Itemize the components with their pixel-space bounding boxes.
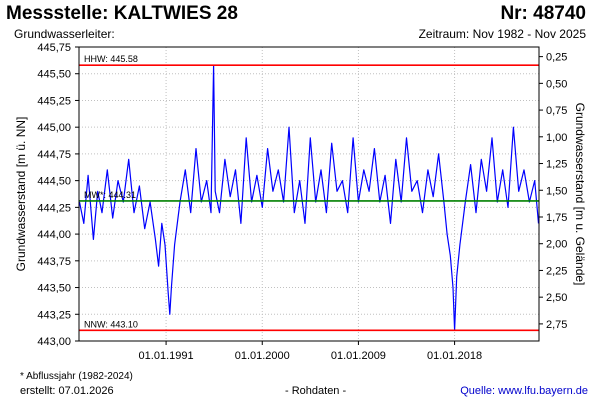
- period-label: Zeitraum: Nov 1982 - Nov 2025: [418, 27, 586, 41]
- created-date: erstellt: 07.01.2026: [20, 385, 114, 397]
- y-tick-label: 445,50: [37, 69, 71, 81]
- reference-line-label: HHW: 445.58: [84, 54, 138, 64]
- y-tick-label: 443,00: [37, 336, 71, 348]
- y2-tick-label: 2,50: [546, 292, 567, 304]
- station-title: Messstelle: KALTWIES 28: [6, 3, 238, 24]
- reference-line-label: MW*: 444.31: [84, 190, 136, 200]
- y-tick-label: 444,00: [37, 229, 71, 241]
- source-link[interactable]: Quelle: www.lfu.bayern.de: [460, 385, 588, 397]
- y-tick-label: 444,75: [37, 149, 71, 161]
- y-tick-label: 445,75: [37, 42, 71, 54]
- y2-tick-label: 1,00: [546, 132, 567, 144]
- y-axis-title: Grundwasserstand [m ü. NN]: [14, 117, 28, 272]
- aquifer-label: Grundwasserleiter:: [14, 27, 115, 41]
- footnote: * Abflussjahr (1982-2024): [20, 371, 133, 382]
- y2-axis-title: Grundwasserstand [m u. Gelände]: [573, 103, 587, 286]
- x-tick-label: 01.01.1991: [139, 350, 194, 362]
- y-tick-label: 443,75: [37, 256, 71, 268]
- plot-frame: [78, 46, 540, 342]
- y2-tick-label: 2,75: [546, 319, 567, 331]
- x-tick-label: 01.01.2018: [427, 350, 482, 362]
- y-tick-label: 444,25: [37, 202, 71, 214]
- y2-tick-label: 2,00: [546, 239, 567, 251]
- station-number: Nr: 48740: [500, 3, 586, 24]
- groundwater-level-line: [78, 64, 540, 331]
- y-tick-label: 444,50: [37, 176, 71, 188]
- x-tick-label: 01.01.2000: [235, 350, 290, 362]
- y2-tick-label: 0,50: [546, 78, 567, 90]
- x-tick-label: 01.01.2009: [331, 350, 386, 362]
- y2-tick-label: 1,25: [546, 159, 567, 171]
- y-tick-label: 443,50: [37, 283, 71, 295]
- y-tick-label: 445,00: [37, 122, 71, 134]
- y-tick-label: 445,25: [37, 95, 71, 107]
- raw-data-label: - Rohdaten -: [285, 385, 347, 397]
- y2-tick-label: 1,50: [546, 185, 567, 197]
- y-tick-label: 443,25: [37, 309, 71, 321]
- y2-tick-label: 2,25: [546, 265, 567, 277]
- y2-tick-label: 1,75: [546, 212, 567, 224]
- y2-tick-label: 0,75: [546, 105, 567, 117]
- y2-tick-label: 0,25: [546, 52, 567, 64]
- reference-line-label: NNW: 443.10: [84, 319, 138, 329]
